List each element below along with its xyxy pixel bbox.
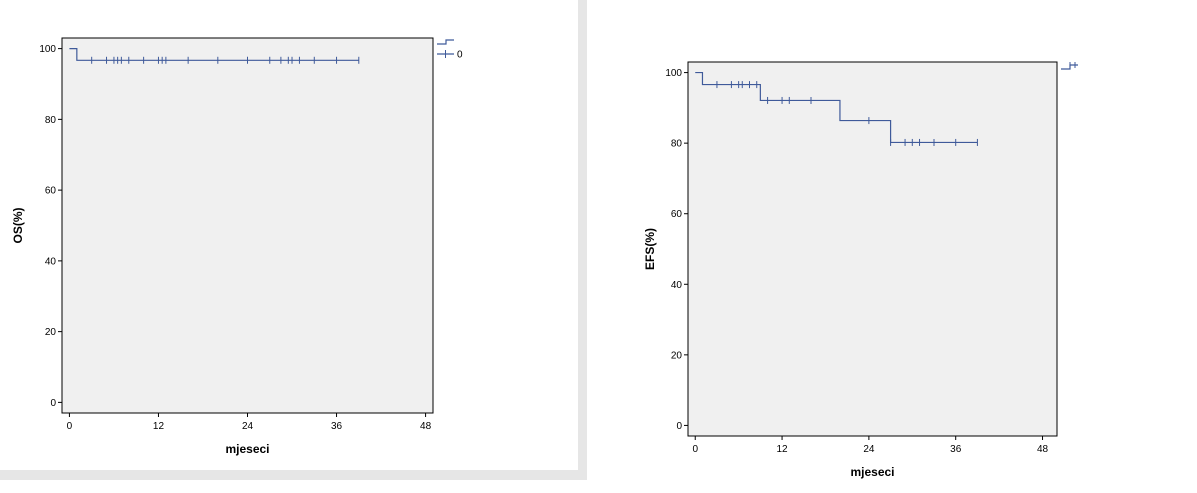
y-axis-label: OS(%) — [11, 207, 25, 243]
y-tick-label: 80 — [671, 139, 683, 150]
y-tick-label: 60 — [671, 209, 683, 220]
x-tick-label: 24 — [863, 444, 875, 455]
x-tick-label: 0 — [692, 444, 698, 455]
legend-label: 0 — [457, 50, 463, 61]
x-tick-label: 0 — [67, 421, 73, 432]
x-axis-label: mjeseci — [225, 442, 269, 456]
legend — [1061, 62, 1078, 70]
x-tick-label: 36 — [331, 421, 343, 432]
x-tick-label: 12 — [776, 444, 788, 455]
legend: 0 — [437, 39, 463, 61]
y-tick-label: 40 — [671, 280, 683, 291]
x-tick-label: 36 — [950, 444, 962, 455]
plot-area — [687, 61, 1058, 437]
y-tick-label: 0 — [50, 398, 56, 409]
y-tick-label: 100 — [665, 68, 682, 79]
x-tick-label: 12 — [153, 421, 165, 432]
y-tick-label: 60 — [45, 186, 57, 197]
x-tick-label: 48 — [420, 421, 432, 432]
x-axis-label: mjeseci — [850, 465, 894, 479]
plot-area — [61, 37, 434, 414]
y-tick-label: 0 — [676, 421, 682, 432]
y-tick-label: 100 — [39, 44, 56, 55]
y-tick-label: 80 — [45, 115, 57, 126]
x-tick-label: 48 — [1037, 444, 1049, 455]
y-tick-label: 40 — [45, 256, 57, 267]
x-tick-label: 24 — [242, 421, 254, 432]
survival-curve — [695, 71, 978, 144]
y-tick-label: 20 — [45, 327, 57, 338]
y-tick-label: 20 — [671, 350, 683, 361]
chart-2: 0 20 40 60 80 100 0 12 24 36 48 mjeseci EFS(%) — [643, 61, 1078, 479]
chart-1: 0 20 40 60 80 100 0 12 24 36 48 mjeseci OS(%) 0 — [11, 37, 463, 456]
y-axis-label: EFS(%) — [643, 228, 657, 270]
legend-step-symbol — [437, 39, 454, 45]
